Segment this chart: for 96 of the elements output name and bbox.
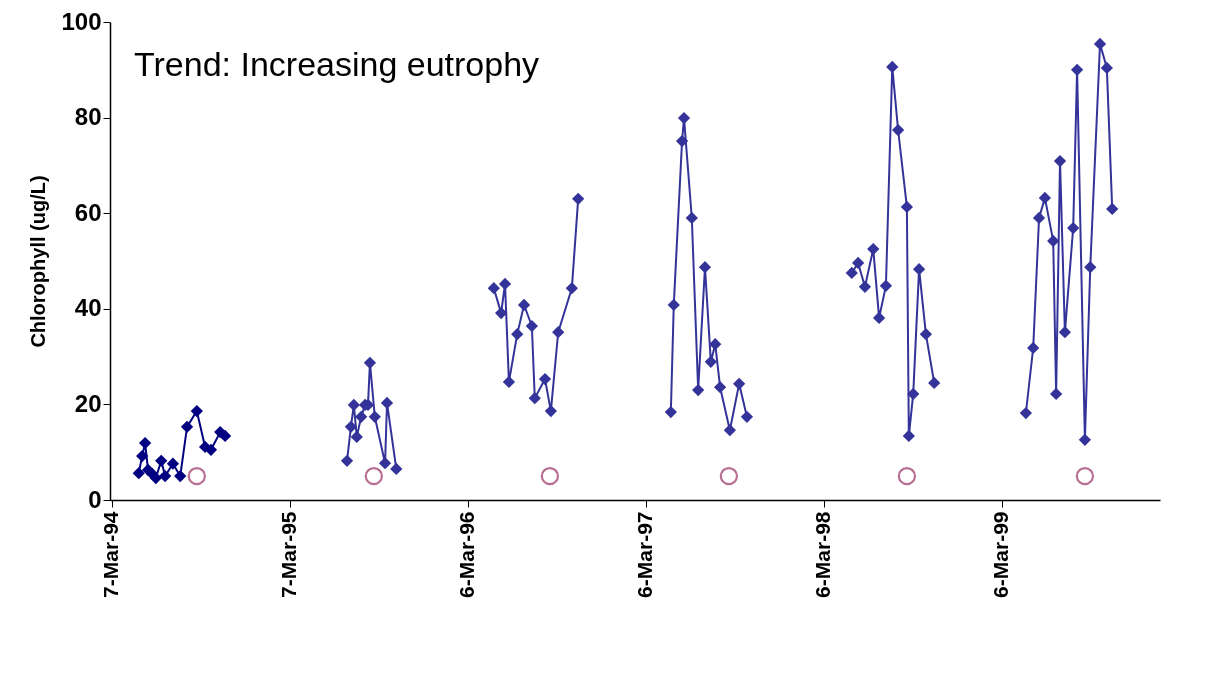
point [138,436,152,450]
point [891,123,905,137]
point [132,467,145,480]
point [1038,191,1052,205]
y-tick-label: 80 [74,103,102,131]
point [511,328,524,341]
y-tick-label: 20 [74,389,102,417]
point [886,60,899,74]
point [845,266,858,280]
point [190,404,203,418]
point [685,211,698,225]
point [675,134,689,148]
x-tick-label: 7-Mar-94 [99,511,123,598]
point [340,454,354,467]
point [713,381,727,394]
point [487,282,500,295]
point [572,192,585,205]
y-tick-label: 60 [74,198,102,226]
point [538,372,552,386]
x-tick-label: 7-Mar-95 [277,511,301,598]
point [155,454,168,467]
point [719,466,739,486]
x-tick-label: 6-Mar-98 [811,511,835,598]
point [928,376,941,390]
point [1032,211,1046,225]
point [380,396,394,410]
point [1027,341,1040,355]
point [1100,61,1113,75]
point [149,471,162,485]
point [204,443,218,456]
point [692,383,705,397]
point [1053,154,1067,168]
y-axis-title: Chlorophyll (ug/L) [27,175,50,348]
point [1084,261,1097,274]
point [368,410,381,423]
point [919,328,933,341]
point [544,404,557,418]
point [867,242,880,256]
point [528,392,541,405]
x-tick-label: 6-Mar-97 [633,511,657,598]
point [390,462,403,476]
point [897,466,917,486]
point [498,277,512,291]
point [517,298,531,312]
point [502,375,516,389]
point [1050,387,1063,401]
point [733,377,746,390]
point [1078,433,1092,446]
point [364,466,383,486]
point [1047,234,1060,248]
point [1093,37,1107,51]
point [378,457,392,470]
point [677,111,691,125]
point [344,420,358,433]
point [495,306,508,320]
y-tick-label: 40 [74,294,102,322]
point [723,424,736,437]
point [1019,406,1033,420]
y-tick-label: 0 [88,485,102,513]
point [1058,326,1072,339]
point [698,261,712,274]
point [1106,202,1119,216]
point [907,387,920,401]
point [347,398,360,411]
point [1070,63,1084,76]
point [136,449,149,463]
point [704,355,717,368]
point [740,410,754,423]
x-tick-label: 6-Mar-96 [455,511,479,598]
point [851,256,865,270]
point [187,466,206,486]
point [355,410,368,423]
x-tick-label: 6-Mar-99 [989,511,1013,598]
point [540,466,560,486]
point [664,405,677,419]
point [363,356,377,369]
point [525,319,538,333]
point [174,469,187,483]
point [552,326,565,339]
point [858,280,872,293]
y-tick-label: 100 [61,7,102,35]
point [166,457,180,470]
point [879,279,893,292]
point [900,200,914,214]
annotation: Trend: Increasing eutrophy [134,45,540,83]
point [1067,221,1080,235]
point [565,282,578,295]
point [180,420,194,433]
point [872,311,886,325]
point [667,298,680,312]
point [158,469,172,483]
point [350,430,363,444]
point [1075,466,1095,486]
point [218,429,232,443]
point [902,429,915,443]
point [912,263,926,276]
